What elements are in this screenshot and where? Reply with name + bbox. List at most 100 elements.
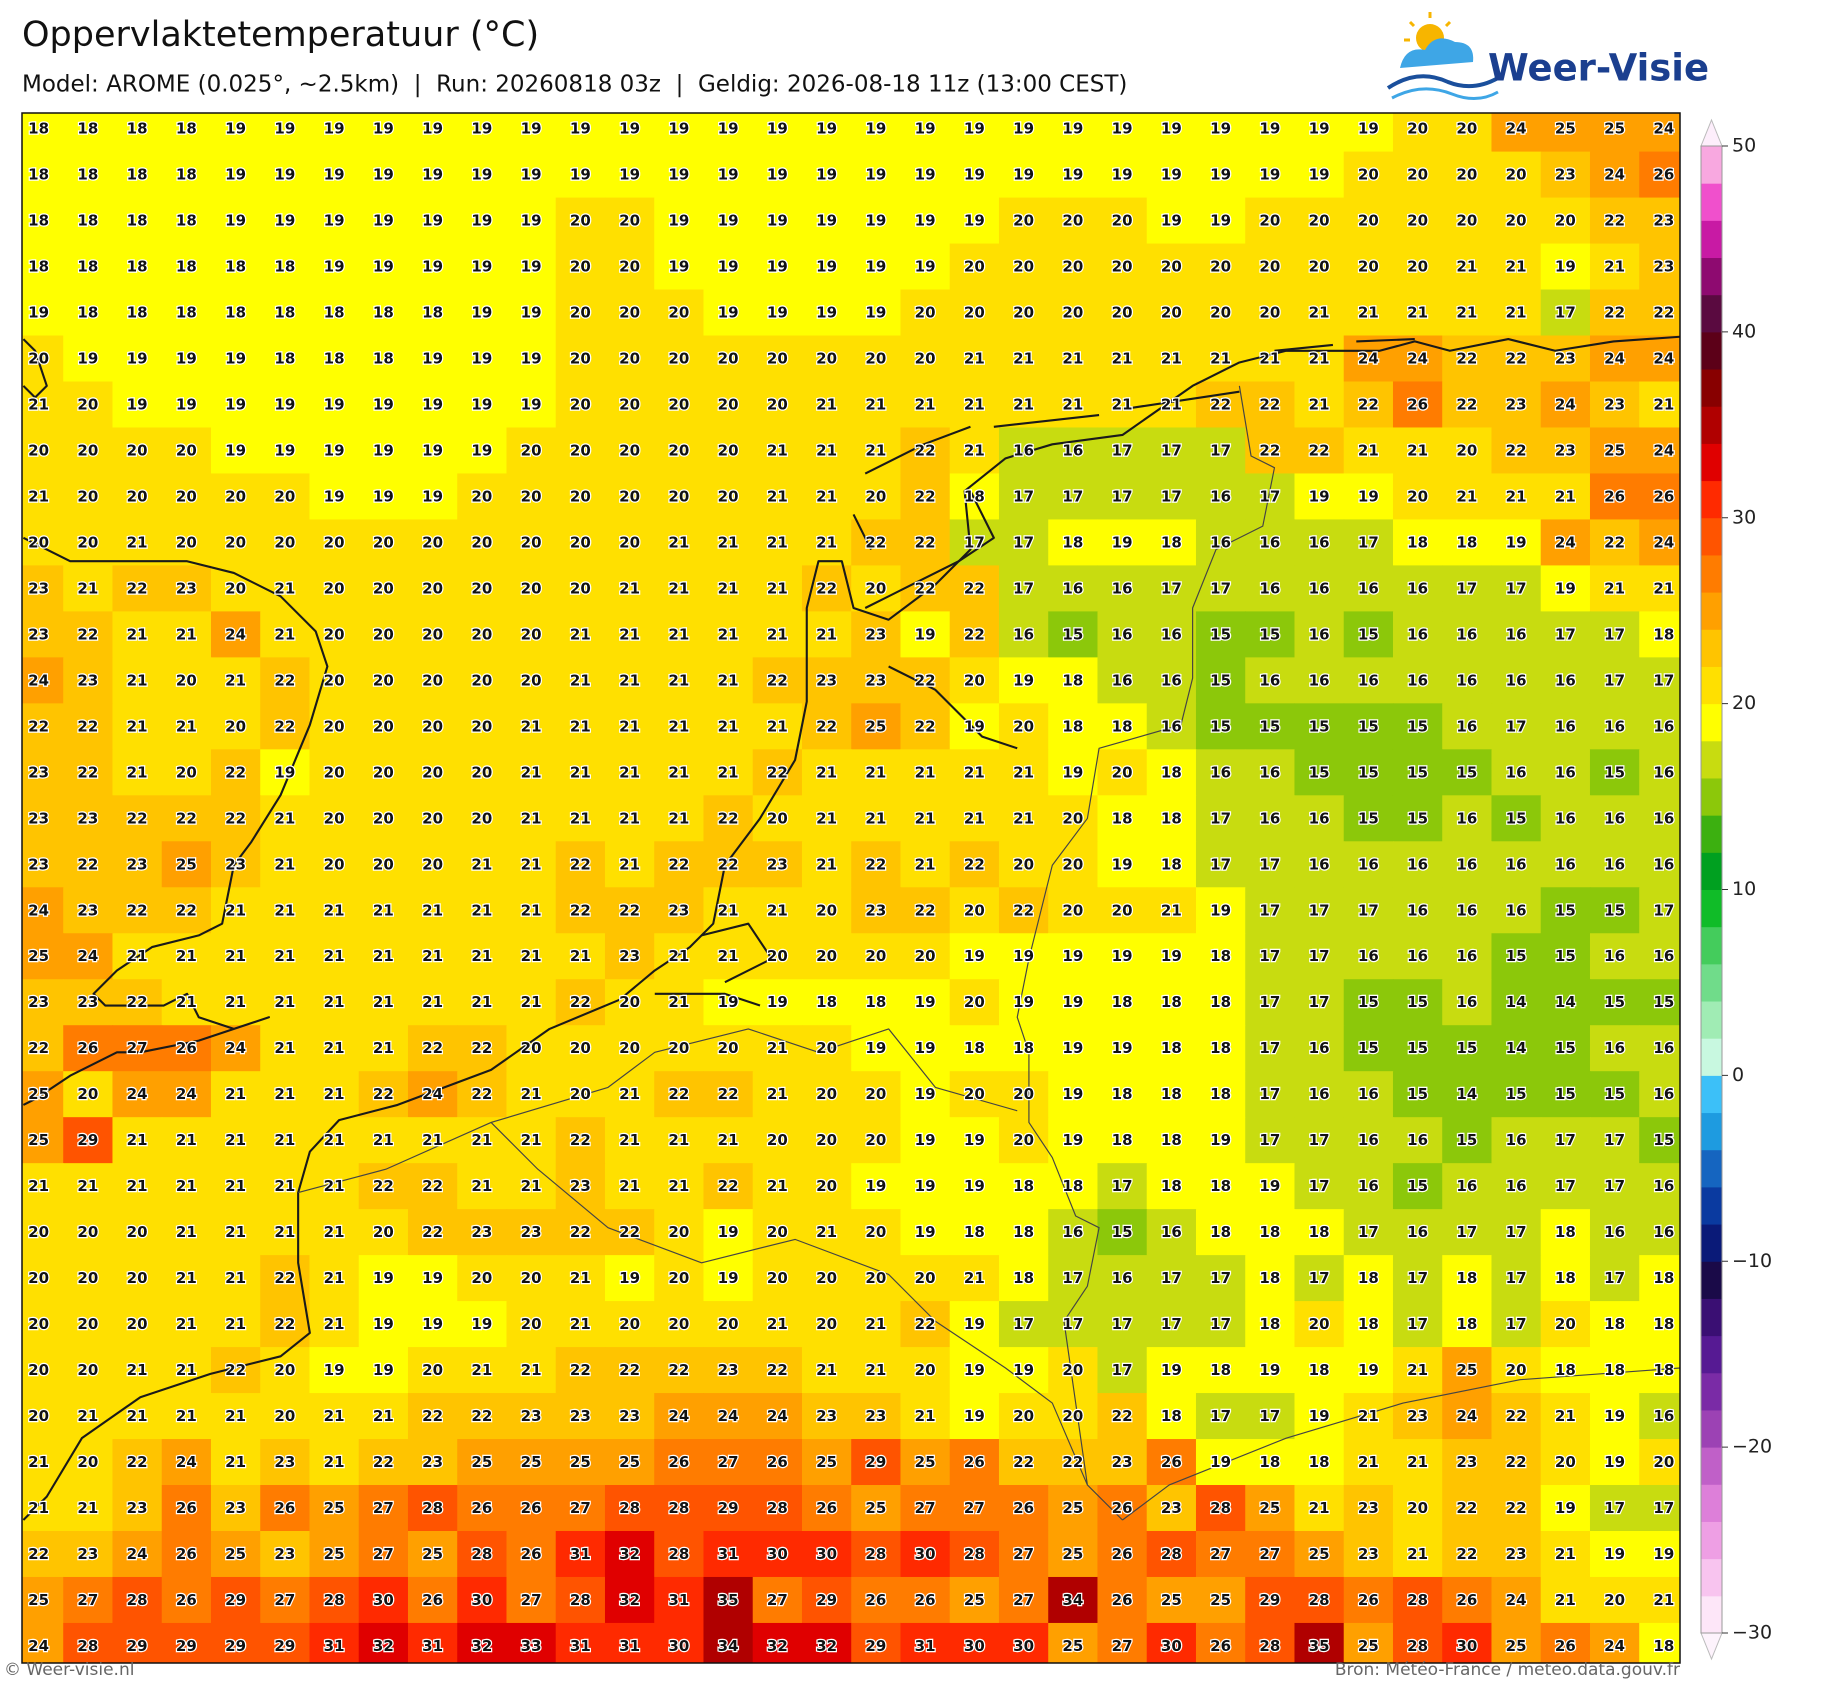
temperature-cell: [1343, 657, 1394, 704]
temperature-label: 22: [1456, 1545, 1477, 1563]
temperature-label: 20: [570, 441, 591, 459]
temperature-label: 22: [1112, 1407, 1133, 1425]
temperature-label: 16: [1161, 671, 1182, 689]
colorbar-band: [1701, 443, 1722, 482]
temperature-label: 22: [915, 487, 936, 505]
temperature-label: 19: [176, 395, 197, 413]
temperature-cell: [851, 381, 902, 429]
temperature-label: 26: [176, 1039, 197, 1057]
temperature-cell: [1491, 335, 1542, 383]
temperature-cell: [112, 703, 163, 750]
temperature-label: 22: [915, 671, 936, 689]
temperature-label: 19: [865, 120, 886, 138]
temperature-label: 20: [373, 579, 394, 597]
temperature-label: 21: [225, 1085, 246, 1103]
temperature-label: 25: [1358, 1637, 1379, 1655]
temperature-label: 21: [915, 763, 936, 781]
temperature-label: 21: [718, 671, 739, 689]
temperature-label: 21: [1013, 809, 1034, 827]
temperature-cell: [457, 565, 508, 612]
temperature-label: 17: [1309, 947, 1330, 965]
temperature-label: 33: [521, 1637, 542, 1655]
colorbar-tick-label: −30: [1732, 1622, 1772, 1644]
temperature-label: 20: [127, 441, 148, 459]
temperature-cell: [752, 657, 803, 704]
temperature-label: 18: [176, 258, 197, 276]
temperature-cell: [112, 289, 163, 337]
temperature-cell: [1442, 151, 1493, 199]
temperature-label: 15: [1555, 1085, 1576, 1103]
temperature-cell: [949, 611, 1000, 658]
temperature-label: 19: [865, 258, 886, 276]
temperature-cell: [1195, 289, 1246, 337]
temperature-label: 21: [1653, 579, 1674, 597]
temperature-cell: [1195, 703, 1246, 750]
temperature-label: 21: [570, 947, 591, 965]
temperature-label: 26: [767, 1453, 788, 1471]
temperature-cell: [949, 151, 1000, 199]
temperature-label: 21: [274, 625, 295, 643]
temperature-label: 17: [1013, 579, 1034, 597]
temperature-cell: [703, 565, 754, 612]
temperature-label: 18: [127, 258, 148, 276]
temperature-label: 21: [521, 993, 542, 1011]
footer-left: © Weer-visie.nl: [4, 1660, 134, 1680]
temperature-cell: [998, 151, 1049, 199]
temperature-label: 18: [1161, 1177, 1182, 1195]
temperature-label: 17: [1210, 809, 1231, 827]
temperature-cell: [1392, 381, 1443, 429]
temperature-label: 20: [1407, 120, 1428, 138]
temperature-label: 21: [127, 947, 148, 965]
temperature-cell: [457, 657, 508, 704]
temperature-cell: [1589, 703, 1640, 750]
temperature-label: 20: [570, 487, 591, 505]
temperature-label: 29: [1259, 1591, 1280, 1609]
temperature-label: 20: [816, 1039, 837, 1057]
temperature-label: 19: [422, 487, 443, 505]
temperature-cell: [112, 427, 163, 475]
temperature-label: 20: [1407, 212, 1428, 230]
temperature-label: 17: [1161, 487, 1182, 505]
temperature-label: 20: [570, 395, 591, 413]
colorbar-band: [1701, 1075, 1722, 1114]
colorbar-band: [1701, 926, 1722, 965]
temperature-label: 15: [1456, 1039, 1477, 1057]
temperature-label: 24: [1506, 1591, 1527, 1609]
temperature-label: 18: [1161, 855, 1182, 873]
temperature-label: 17: [1358, 533, 1379, 551]
temperature-label: 20: [915, 1269, 936, 1287]
temperature-label: 22: [1013, 901, 1034, 919]
temperature-label: 16: [1259, 671, 1280, 689]
temperature-label: 29: [816, 1591, 837, 1609]
temperature-label: 19: [570, 120, 591, 138]
temperature-label: 20: [619, 212, 640, 230]
temperature-label: 21: [668, 625, 689, 643]
temperature-cell: [555, 197, 606, 245]
temperature-cell: [260, 565, 311, 612]
temperature-label: 29: [77, 1131, 98, 1149]
temperature-label: 20: [668, 487, 689, 505]
temperature-label: 17: [1210, 1269, 1231, 1287]
temperature-cell: [309, 519, 360, 567]
temperature-cell: [407, 703, 458, 750]
temperature-label: 21: [964, 441, 985, 459]
temperature-cell: [752, 473, 803, 521]
temperature-label: 17: [1259, 487, 1280, 505]
temperature-label: 20: [619, 993, 640, 1011]
temperature-label: 21: [1653, 395, 1674, 413]
temperature-cell: [358, 151, 409, 199]
temperature-label: 16: [1210, 533, 1231, 551]
temperature-label: 20: [1456, 166, 1477, 184]
temperature-label: 20: [668, 441, 689, 459]
temperature-label: 15: [1506, 947, 1527, 965]
temperature-cell: [506, 657, 557, 704]
temperature-label: 22: [570, 855, 591, 873]
temperature-cell: [949, 565, 1000, 612]
temperature-label: 21: [471, 947, 492, 965]
temperature-label: 22: [274, 717, 295, 735]
temperature-label: 34: [718, 1637, 739, 1655]
temperature-label: 19: [1210, 212, 1231, 230]
temperature-cell: [22, 289, 64, 337]
temperature-cell: [752, 427, 803, 475]
temperature-label: 22: [619, 1361, 640, 1379]
